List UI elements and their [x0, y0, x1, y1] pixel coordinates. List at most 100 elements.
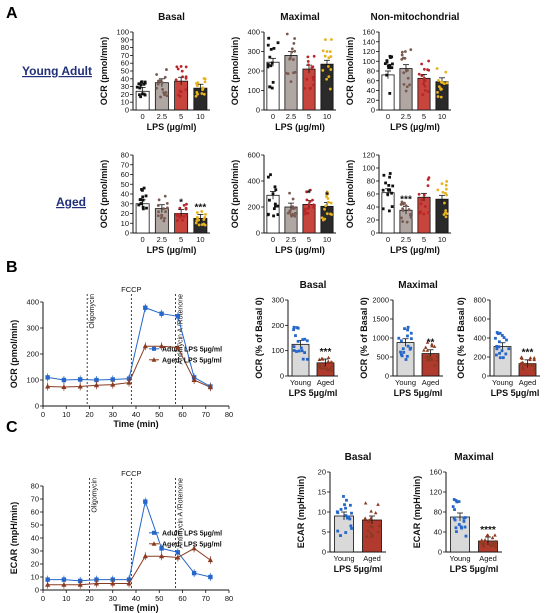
data-point [266, 63, 270, 66]
data-point [290, 50, 294, 54]
data-point [157, 198, 161, 202]
data-point [312, 78, 315, 82]
y-tick-label: 20 [318, 468, 326, 477]
data-point [165, 68, 168, 71]
data-point [143, 305, 148, 310]
data-point [386, 193, 390, 196]
y-tick-label: 80 [367, 67, 375, 76]
data-point [420, 198, 424, 202]
data-point [442, 213, 446, 216]
data-point [45, 582, 51, 587]
data-point [273, 202, 277, 206]
x-tick-label: 10 [323, 235, 331, 244]
data-point [324, 204, 328, 208]
data-point [435, 67, 439, 70]
data-point [160, 213, 163, 217]
data-point [420, 62, 424, 66]
data-point [323, 54, 327, 58]
data-point [422, 212, 426, 216]
x-tick-label: 2.5 [157, 112, 167, 121]
data-point [497, 345, 501, 349]
x-tick-label: Young [450, 554, 471, 563]
data-point [138, 86, 142, 90]
data-point [478, 540, 482, 544]
significance-marker: *** [195, 202, 207, 213]
data-point [295, 350, 298, 353]
data-point [409, 48, 413, 52]
data-point [418, 211, 422, 215]
y-tick-label: 20 [31, 560, 39, 569]
data-point [445, 81, 449, 85]
y-tick-label: 100 [362, 57, 375, 66]
x-tick-label: Young [395, 378, 416, 387]
data-point [339, 534, 342, 537]
data-point [388, 175, 391, 179]
data-point [498, 351, 501, 355]
data-point [453, 518, 457, 522]
data-point [293, 206, 296, 210]
data-point [306, 63, 310, 67]
data-point [94, 377, 99, 383]
data-point [325, 50, 329, 53]
data-point [370, 525, 375, 529]
data-point [163, 75, 167, 79]
y-tick-label: 500 [376, 353, 389, 362]
data-point [191, 545, 197, 551]
data-point [289, 80, 293, 84]
y-tick-label: 90 [121, 35, 129, 44]
data-point [494, 336, 497, 340]
y-tick-label: 200 [247, 67, 260, 76]
data-point [165, 94, 169, 98]
data-point [178, 215, 182, 219]
data-point [200, 210, 204, 213]
data-point [423, 89, 427, 92]
data-point [370, 533, 375, 537]
data-point [141, 205, 145, 209]
x-tick-label: 2.5 [401, 235, 411, 244]
data-point [444, 183, 448, 187]
data-point [184, 65, 188, 69]
data-point [175, 550, 181, 555]
data-point [156, 82, 160, 86]
legend-label: Aged: LPS 5µg/ml [162, 357, 222, 364]
data-point [203, 216, 207, 219]
data-point [202, 222, 206, 226]
data-point [403, 50, 407, 53]
data-point [387, 183, 391, 187]
data-point [308, 188, 312, 192]
data-point [527, 362, 531, 366]
data-point [155, 73, 159, 76]
data-point [175, 65, 179, 69]
data-point [479, 538, 484, 542]
data-point [423, 84, 427, 88]
x-tick-label: 80 [225, 410, 233, 419]
y-tick-label: 300 [247, 47, 260, 56]
y-tick-label: 50 [121, 67, 129, 76]
data-point [110, 377, 115, 382]
data-point [184, 88, 188, 92]
data-point [139, 95, 143, 99]
data-point [293, 49, 297, 53]
y-tick-label: 100 [116, 28, 129, 37]
data-point [297, 349, 301, 353]
data-point [417, 192, 421, 196]
data-point [443, 201, 446, 205]
x-tick-label: Young [492, 378, 513, 387]
data-point [207, 384, 213, 390]
data-point [504, 352, 508, 356]
data-point [194, 94, 198, 98]
data-point [463, 525, 467, 529]
data-point [491, 540, 495, 544]
data-point [439, 95, 443, 99]
y-tick-label: 70 [121, 51, 129, 60]
y-tick-label: 400 [247, 28, 260, 37]
data-point [326, 359, 331, 363]
data-point [326, 197, 330, 200]
significance-marker: * [179, 198, 183, 209]
data-point [406, 344, 410, 348]
y-tick-label: 200 [26, 350, 39, 359]
data-point [441, 190, 445, 194]
data-point [400, 200, 404, 204]
data-point [328, 366, 333, 370]
data-point [166, 206, 169, 210]
